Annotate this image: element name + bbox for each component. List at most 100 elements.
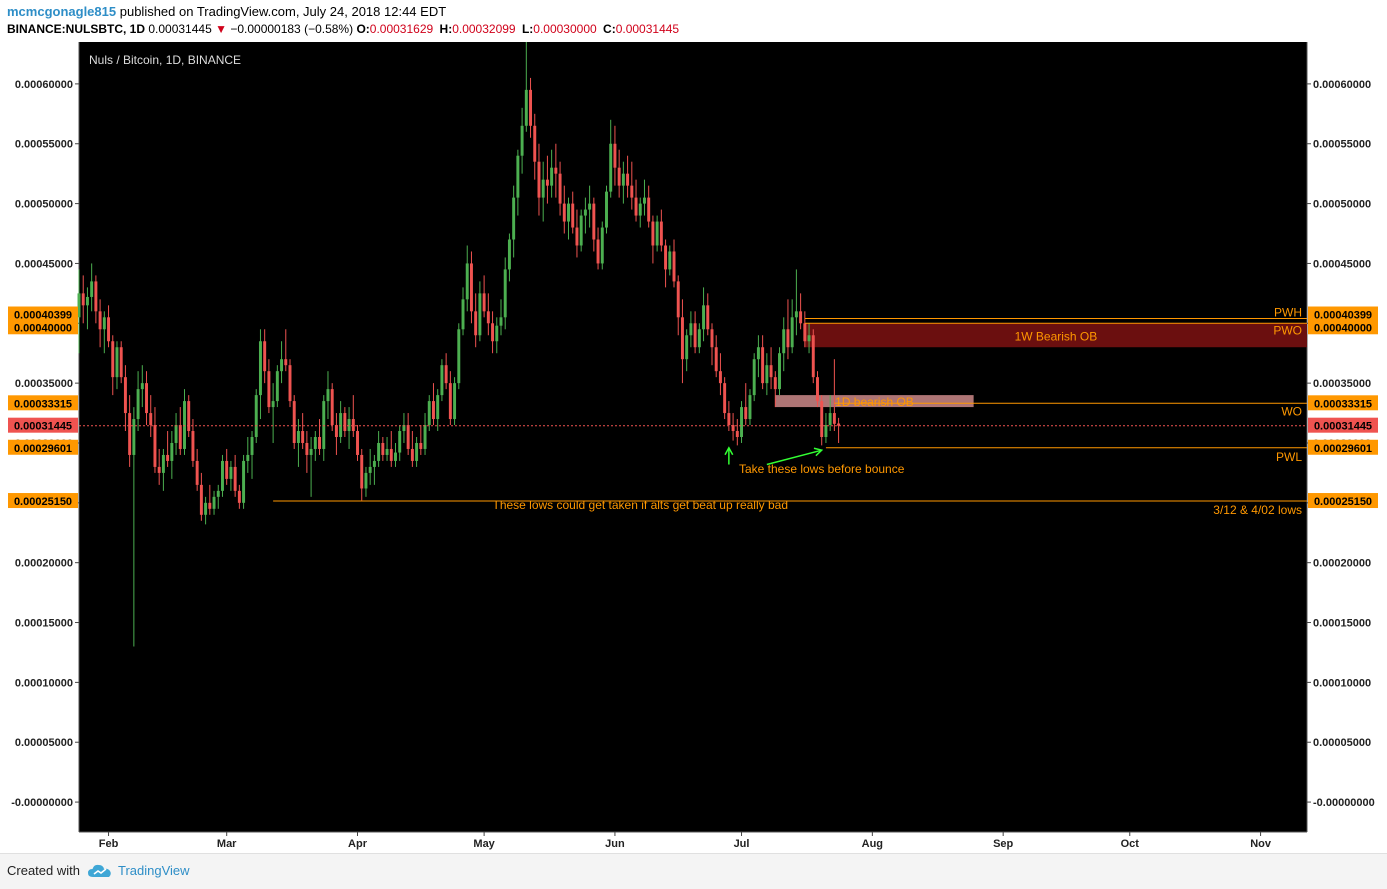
candle-body	[816, 377, 819, 402]
candle-body	[453, 383, 457, 420]
x-tick-label: Sep	[993, 838, 1013, 850]
y-tick-label-right: 0.00050000	[1313, 199, 1371, 211]
price-label-left: 0.00029601	[14, 443, 72, 455]
candle-body	[368, 466, 372, 473]
y-tick-label-left: 0.00045000	[15, 258, 73, 270]
y-tick-label-right: 0.00060000	[1313, 79, 1371, 91]
candle-body	[794, 311, 798, 318]
candle-body	[216, 490, 220, 497]
x-tick-label: Nov	[1250, 838, 1272, 850]
candle-body	[482, 293, 486, 312]
candle-body	[94, 281, 98, 312]
candle-body	[668, 251, 672, 270]
created-with-text: Created with	[7, 863, 80, 878]
candle-body	[107, 317, 111, 342]
candle-body	[550, 167, 554, 186]
candle-body	[322, 401, 326, 449]
candle-body	[799, 311, 803, 324]
published-text: published on TradingView.com, July 24, 2…	[119, 4, 447, 19]
candle-body	[837, 423, 841, 426]
chart-title: Nuls / Bitcoin, 1D, BINANCE	[89, 53, 241, 67]
down-arrow-icon: ▼	[215, 22, 227, 36]
candle-body	[469, 263, 473, 312]
price-label-right-bg	[1308, 306, 1378, 322]
level-label: 3/12 & 4/02 lows	[1213, 503, 1302, 517]
candle-body	[284, 359, 288, 366]
y-tick-label-left: 0.00015000	[15, 618, 73, 630]
price-label-right: 0.00033315	[1314, 398, 1372, 410]
weekly-bearish-ob-zone	[804, 323, 1307, 348]
candle-body	[427, 401, 431, 426]
candle-body	[377, 442, 381, 461]
level-label: PWH	[1274, 306, 1302, 320]
candle-body	[246, 454, 250, 461]
candle-body	[178, 425, 182, 449]
candle-body	[592, 203, 596, 240]
candle-body	[81, 293, 85, 306]
candle-body	[128, 413, 132, 455]
candle-body	[343, 413, 347, 432]
candle-body	[242, 460, 246, 503]
candle-body	[339, 413, 343, 437]
price-label-right: 0.00029601	[1314, 443, 1372, 455]
candle-body	[360, 454, 364, 489]
candle-body	[410, 448, 414, 461]
candle-body	[731, 425, 735, 432]
candle-body	[706, 305, 710, 330]
author-link[interactable]: mcmcgonagle815	[7, 4, 117, 19]
candle-body	[170, 442, 174, 461]
candle-body	[132, 419, 136, 455]
candle-body	[588, 203, 592, 210]
candle-body	[402, 425, 406, 432]
change-text: −0.00000183 (−0.58%)	[230, 22, 354, 36]
candle-body	[461, 299, 465, 330]
high-value: 0.00032099	[452, 22, 516, 36]
candle-body	[803, 323, 807, 342]
candle-body	[761, 347, 765, 384]
arrow-head	[813, 447, 824, 457]
candle-body	[436, 395, 440, 420]
candle-body	[685, 335, 689, 360]
candle-body	[406, 425, 410, 449]
candle-body	[529, 89, 533, 126]
low-value: 0.00030000	[533, 22, 597, 36]
high-label: H:	[439, 22, 453, 36]
candle-body	[296, 431, 300, 443]
y-tick-label-right: 0.00055000	[1313, 139, 1371, 151]
candle-body	[153, 425, 157, 467]
last-price: 0.00031445	[148, 22, 212, 36]
price-label-right-bg	[1308, 417, 1378, 433]
candle-body	[596, 239, 600, 264]
candle-body	[672, 251, 676, 282]
cloud-icon	[88, 864, 111, 877]
candle-body	[372, 460, 376, 467]
candle-body	[166, 454, 170, 461]
candle-body	[605, 191, 608, 228]
candle-body	[567, 203, 570, 222]
candle-body	[199, 484, 203, 515]
symbol-label: BINANCE:NULSBTC, 1D	[7, 22, 145, 36]
open-value: 0.00031629	[369, 22, 434, 36]
candle-body	[765, 365, 769, 384]
chart-area[interactable]: 0.00060000 0.00060000 0.00055000 0.00055000…	[0, 42, 1387, 853]
candle-body	[444, 365, 448, 384]
candle-body	[571, 203, 575, 228]
candle-body	[187, 401, 191, 432]
y-tick-label-right: 0.00010000	[1313, 677, 1371, 689]
price-chart[interactable]: 0.00060000 0.00060000 0.00055000 0.00055000…	[0, 42, 1387, 853]
level-label: PWO	[1273, 323, 1302, 337]
y-tick-label-right: 0.00020000	[1313, 558, 1371, 570]
candle-body	[524, 89, 528, 126]
candle-body	[288, 365, 292, 402]
candle-body	[385, 448, 389, 455]
candle-body	[495, 325, 499, 342]
arrow-head	[724, 446, 734, 456]
candle-body	[740, 407, 744, 437]
candle-body	[773, 377, 777, 390]
candle-body	[145, 383, 148, 414]
candle-body	[351, 419, 355, 432]
price-label-left-bg	[8, 319, 78, 335]
candle-body	[752, 359, 756, 396]
tradingview-link[interactable]: TradingView	[118, 863, 190, 878]
candle-body	[263, 341, 267, 372]
